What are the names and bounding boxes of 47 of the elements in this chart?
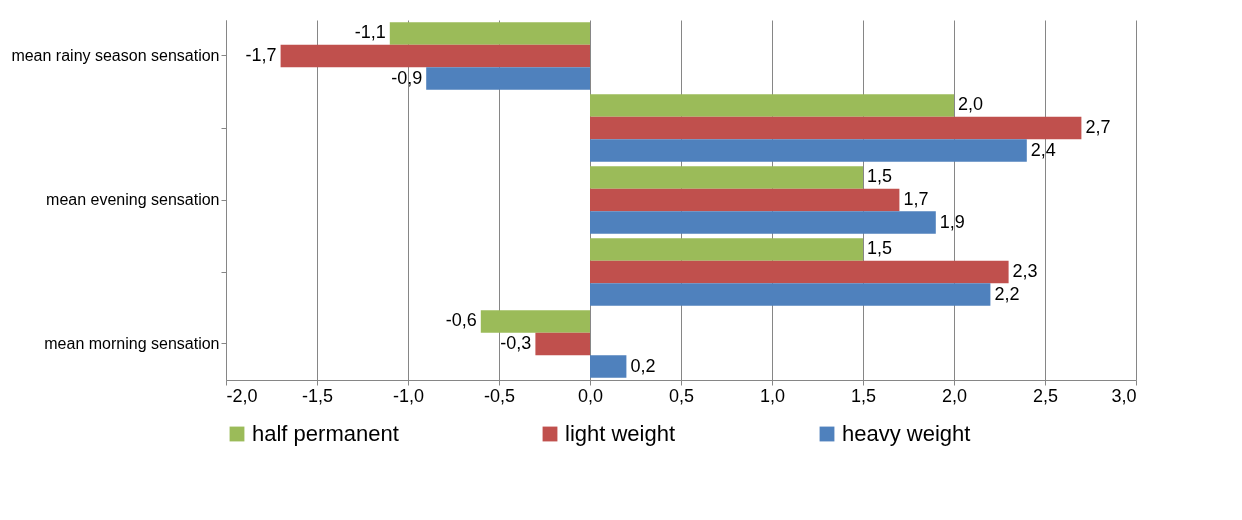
bar	[480, 310, 590, 333]
x-tick-label: -1,5	[301, 385, 334, 406]
x-tick-label: -2,0	[226, 385, 258, 406]
legend-label: half permanent	[252, 421, 399, 446]
y-tick-label: mean evening sensation	[46, 191, 220, 208]
data-label: 2,7	[1085, 117, 1111, 137]
bar	[590, 283, 991, 306]
x-tick-label: -1,0	[392, 385, 425, 406]
data-label: 1,5	[867, 166, 893, 187]
x-tick-label: 1,0	[759, 385, 786, 406]
bar	[590, 116, 1082, 140]
bar	[590, 238, 863, 261]
x-tick-label: 1,5	[850, 385, 877, 406]
bar	[590, 355, 627, 378]
bar	[389, 22, 590, 45]
data-label: 2,3	[1012, 261, 1038, 281]
data-label: 2,4	[1030, 139, 1056, 160]
x-tick-label: 2,0	[941, 385, 968, 406]
x-tick-label: 3,0	[1111, 385, 1137, 406]
y-tick-label: mean morning sensation	[44, 335, 220, 352]
data-label: -0,9	[391, 67, 423, 88]
data-label: -1,7	[245, 45, 277, 65]
x-tick-label: -0,5	[483, 385, 516, 406]
data-label: 2,2	[994, 283, 1020, 304]
legend-label: heavy weight	[842, 421, 971, 446]
y-tick-label: mean rainy season sensation	[11, 47, 220, 64]
bar	[590, 139, 1027, 162]
bar	[590, 166, 863, 189]
data-label: 0,2	[630, 355, 656, 376]
bar	[590, 211, 936, 234]
data-label: -1,1	[354, 22, 386, 43]
bar	[280, 44, 590, 68]
bar	[590, 188, 900, 212]
bar	[590, 94, 954, 117]
data-label: 1,5	[867, 238, 893, 259]
data-label: 2,0	[958, 94, 984, 115]
data-label: 1,9	[939, 211, 965, 232]
bar	[590, 260, 1009, 284]
data-label: -0,6	[445, 310, 477, 331]
x-tick-label: 0,5	[668, 385, 695, 406]
x-tick-label: 2,5	[1032, 385, 1059, 406]
bar	[426, 67, 590, 90]
legend-label: light weight	[565, 421, 676, 446]
x-tick-label: 0,0	[577, 385, 604, 406]
data-label: -0,3	[500, 333, 532, 353]
data-label: 1,7	[903, 189, 929, 209]
bar	[535, 332, 590, 356]
